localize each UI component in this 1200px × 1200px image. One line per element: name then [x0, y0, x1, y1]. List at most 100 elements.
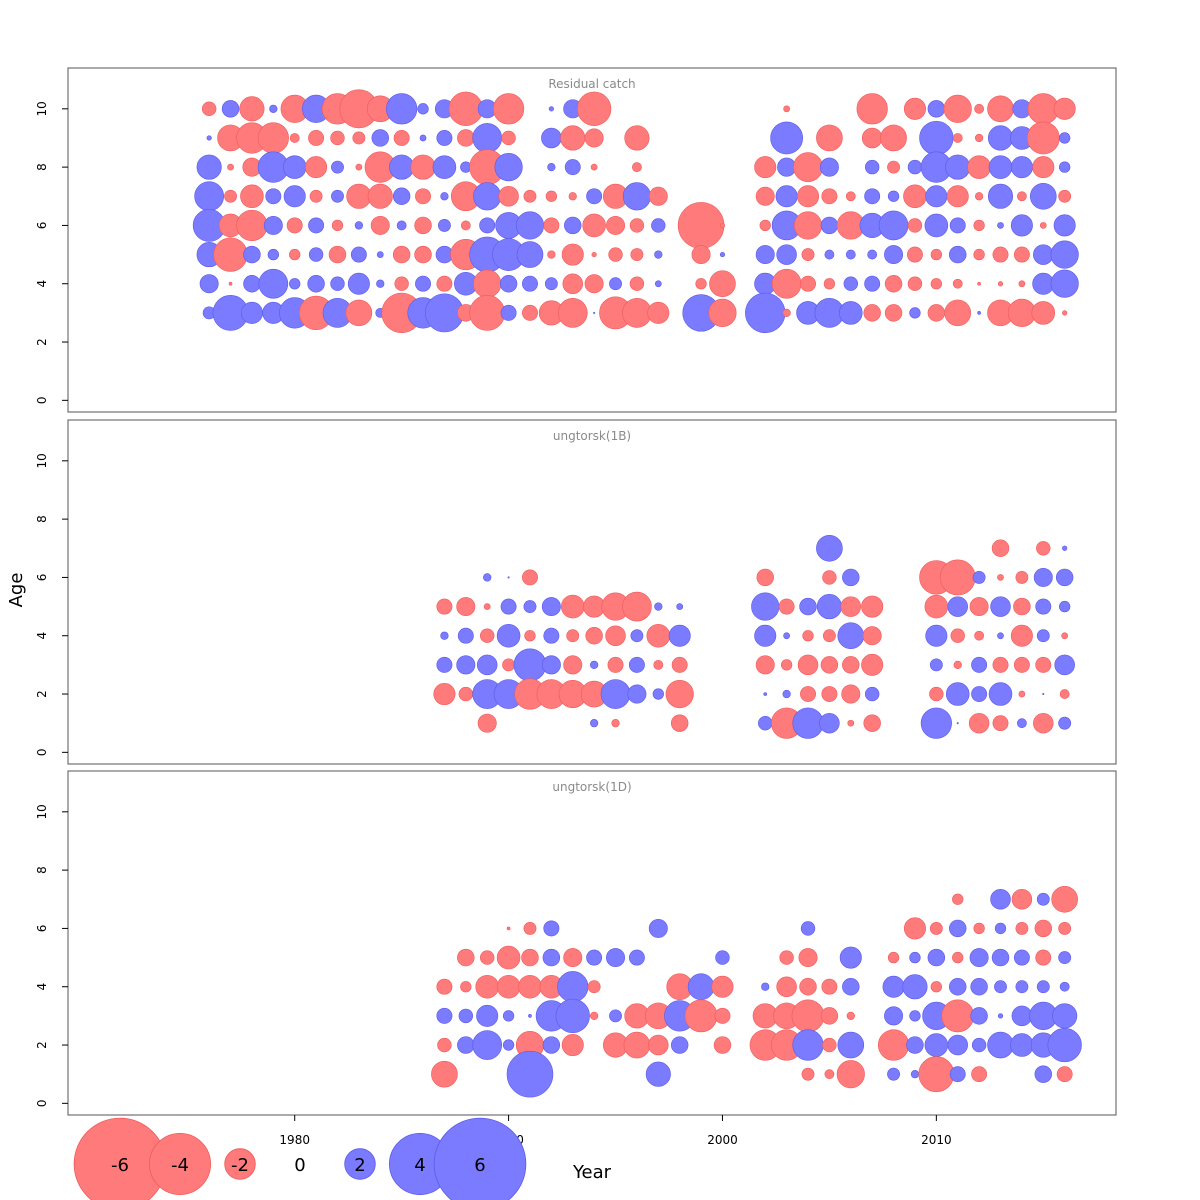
- residual-bubble: [347, 272, 370, 295]
- legend-label: 0: [294, 1155, 305, 1176]
- residual-bubble: [816, 534, 843, 562]
- residual-bubble: [543, 920, 560, 937]
- residual-bubble: [971, 1066, 988, 1083]
- residual-bubble: [1058, 922, 1072, 935]
- residual-bubble: [670, 1036, 689, 1054]
- residual-bubble: [440, 192, 449, 201]
- residual-bubble: [949, 245, 967, 264]
- bubbles: [431, 885, 1082, 1098]
- residual-bubble: [645, 1061, 671, 1087]
- residual-bubble: [907, 159, 923, 175]
- residual-bubble: [545, 190, 558, 202]
- residual-bubble: [972, 571, 986, 584]
- residual-bubble: [691, 245, 711, 265]
- residual-bubble: [847, 719, 855, 727]
- residual-bubble: [608, 247, 623, 262]
- residual-bubble: [196, 154, 222, 180]
- legend-item: -4: [148, 1133, 211, 1196]
- residual-bubble: [564, 159, 581, 176]
- residual-bubble: [861, 653, 884, 676]
- residual-bubble: [837, 1031, 865, 1059]
- residual-bubble: [1029, 182, 1057, 210]
- residual-bubble: [584, 274, 604, 294]
- residual-bubble: [1054, 654, 1075, 676]
- residual-bubble: [973, 922, 985, 935]
- residual-bubble: [543, 627, 560, 644]
- residual-bubble: [907, 218, 923, 233]
- x-axis-title: Year: [572, 1162, 612, 1183]
- residual-bubble: [289, 248, 301, 261]
- residual-bubble: [777, 157, 797, 177]
- x-tick-label: 1980: [279, 1133, 310, 1147]
- residual-bubble: [779, 950, 794, 965]
- residual-bubble: [1061, 632, 1069, 640]
- residual-bubble: [708, 298, 737, 327]
- legend-bubble: [224, 1148, 256, 1180]
- residual-bubble: [393, 130, 410, 146]
- residual-bubble: [506, 1050, 554, 1098]
- panel-frame: [67, 419, 1117, 765]
- residual-bubble: [502, 1010, 515, 1022]
- residual-bubble: [456, 597, 476, 617]
- residual-bubble: [974, 192, 984, 201]
- residual-bubble: [460, 220, 471, 231]
- y-tick-label: 8: [35, 515, 49, 523]
- y-tick-label: 2: [35, 338, 49, 346]
- residual-bubble: [473, 182, 502, 211]
- residual-bubble: [987, 125, 1014, 151]
- residual-bubble: [522, 275, 538, 292]
- residual-bubble: [258, 268, 289, 299]
- residual-bubble: [522, 569, 538, 586]
- residual-bubble: [793, 152, 823, 182]
- residual-bubble: [436, 978, 453, 995]
- panel-title: Residual catch: [548, 77, 635, 91]
- y-tick-label: 0: [35, 397, 49, 405]
- legend-item: 2: [344, 1148, 376, 1180]
- residual-bubble: [971, 656, 988, 673]
- residual-bubble: [842, 568, 860, 587]
- residual-bubble: [800, 275, 816, 292]
- residual-bubble: [843, 276, 858, 291]
- residual-bubble: [457, 627, 474, 644]
- residual-bubble: [863, 714, 881, 732]
- residual-bubble: [763, 692, 768, 696]
- residual-bubble: [267, 248, 279, 261]
- residual-bubble: [676, 603, 684, 610]
- residual-bubble: [206, 135, 212, 141]
- residual-bubble: [687, 973, 715, 1001]
- residual-bubble: [836, 1060, 865, 1089]
- residual-bubble: [392, 245, 411, 264]
- residual-bubble: [990, 596, 1011, 617]
- residual-bubble: [606, 215, 626, 235]
- residual-bubble: [845, 191, 856, 202]
- residual-bubble: [887, 1067, 900, 1081]
- y-tick-label: 10: [35, 453, 49, 468]
- residual-bubble: [500, 304, 517, 321]
- residual-bubble: [816, 124, 843, 152]
- residual-bubble: [477, 713, 497, 733]
- residual-bubble: [240, 301, 263, 324]
- residual-bubble: [927, 304, 946, 322]
- residual-bubble: [417, 103, 429, 115]
- residual-bubble: [816, 594, 842, 620]
- residual-bubble: [513, 648, 547, 682]
- residual-bubble: [758, 716, 773, 731]
- residual-bubble: [820, 656, 839, 674]
- y-axis: 0 2 4 6 8 10: [35, 453, 68, 756]
- residual-bubble: [1017, 191, 1027, 202]
- residual-bubble: [944, 299, 972, 327]
- residual-bubble: [941, 999, 975, 1033]
- residual-bubble: [522, 304, 538, 321]
- residual-bubble: [331, 160, 344, 174]
- residual-bubble: [607, 656, 624, 673]
- residual-bubble: [263, 215, 283, 235]
- residual-bubble: [967, 155, 991, 179]
- residual-bubble: [884, 1006, 904, 1026]
- residual-bubble: [1035, 598, 1052, 615]
- residual-bubble: [713, 1036, 732, 1054]
- residual-bubble: [887, 951, 900, 964]
- residual-bubble: [627, 684, 647, 704]
- residual-bubble: [1053, 214, 1076, 237]
- residual-bubble: [392, 187, 411, 205]
- residual-bubble: [1050, 240, 1079, 269]
